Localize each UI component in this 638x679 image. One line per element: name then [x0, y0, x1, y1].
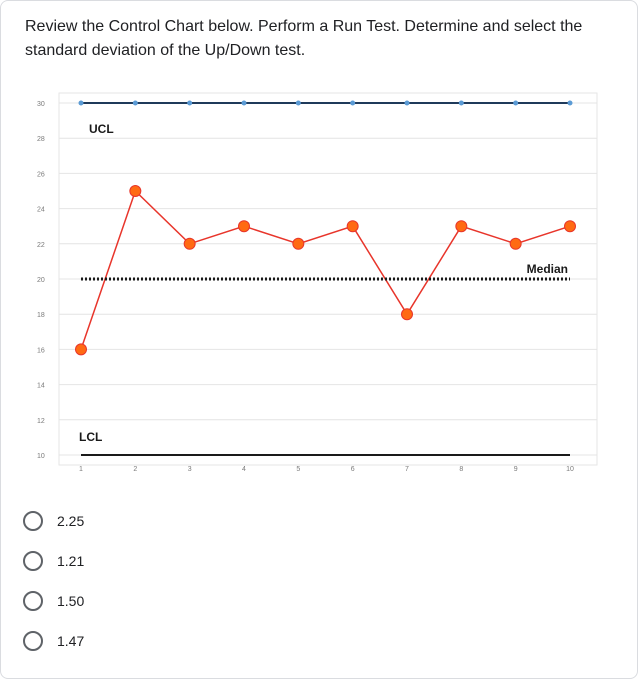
data-point — [75, 343, 87, 356]
x-tick-label: 6 — [351, 466, 355, 473]
y-tick-label: 10 — [37, 453, 45, 460]
option-label: 1.47 — [57, 633, 85, 649]
data-point — [567, 100, 573, 106]
x-tick-label: 5 — [296, 466, 300, 473]
y-tick-label: 18 — [37, 312, 45, 319]
data-point — [455, 220, 468, 233]
data-point — [187, 100, 193, 106]
y-tick-label: 16 — [37, 347, 45, 354]
y-tick-label: 22 — [37, 242, 45, 249]
data-series-line — [80, 189, 571, 350]
x-tick-label: 9 — [514, 466, 518, 473]
option-label: 1.21 — [57, 553, 85, 569]
data-point — [241, 100, 247, 106]
y-tick-label: 20 — [37, 277, 45, 284]
lcl-label: LCL — [79, 430, 102, 444]
data-point — [132, 100, 138, 106]
data-point — [78, 100, 84, 106]
x-tick-label: 1 — [79, 466, 83, 473]
radio-button[interactable] — [23, 591, 43, 611]
x-tick-label: 2 — [133, 466, 137, 473]
option-label: 1.50 — [57, 593, 85, 609]
answer-options: 2.25 1.21 1.50 1.47 — [23, 501, 323, 661]
y-tick-label: 14 — [37, 383, 45, 390]
y-tick-label: 28 — [37, 136, 45, 143]
data-point — [346, 220, 359, 233]
data-point — [513, 100, 519, 106]
data-point — [509, 237, 522, 250]
data-point — [404, 100, 410, 106]
option-label: 2.25 — [57, 513, 85, 529]
data-point — [350, 100, 356, 106]
median-label: Median — [527, 262, 568, 276]
data-point — [401, 308, 413, 321]
data-point — [129, 185, 142, 197]
control-chart: 30 28 26 24 22 20 18 16 14 12 10 1 2 3 4 5 6 7 8 9 10 UCL Medi… — [23, 89, 612, 491]
data-point — [458, 100, 464, 106]
x-tick-label: 3 — [188, 466, 192, 473]
x-tick-label: 8 — [459, 466, 463, 473]
data-point — [238, 220, 250, 233]
y-tick-label: 26 — [37, 171, 45, 178]
x-tick-label: 4 — [242, 466, 246, 473]
data-point — [183, 237, 196, 250]
radio-button[interactable] — [23, 551, 43, 571]
data-point — [564, 220, 576, 233]
y-tick-label: 12 — [37, 418, 45, 425]
radio-button[interactable] — [23, 511, 43, 531]
option-3[interactable]: 1.50 — [23, 581, 323, 621]
radio-button[interactable] — [23, 631, 43, 651]
option-4[interactable]: 1.47 — [23, 621, 323, 661]
option-2[interactable]: 1.21 — [23, 541, 323, 581]
data-point — [295, 100, 301, 106]
ucl-label: UCL — [89, 122, 114, 136]
x-tick-label: 7 — [405, 466, 409, 473]
y-tick-label: 30 — [37, 101, 45, 108]
data-point — [292, 237, 305, 250]
option-1[interactable]: 2.25 — [23, 501, 323, 541]
question-text: Review the Control Chart below. Perform … — [25, 18, 583, 59]
y-tick-label: 24 — [37, 207, 45, 214]
x-tick-label: 10 — [566, 466, 574, 473]
